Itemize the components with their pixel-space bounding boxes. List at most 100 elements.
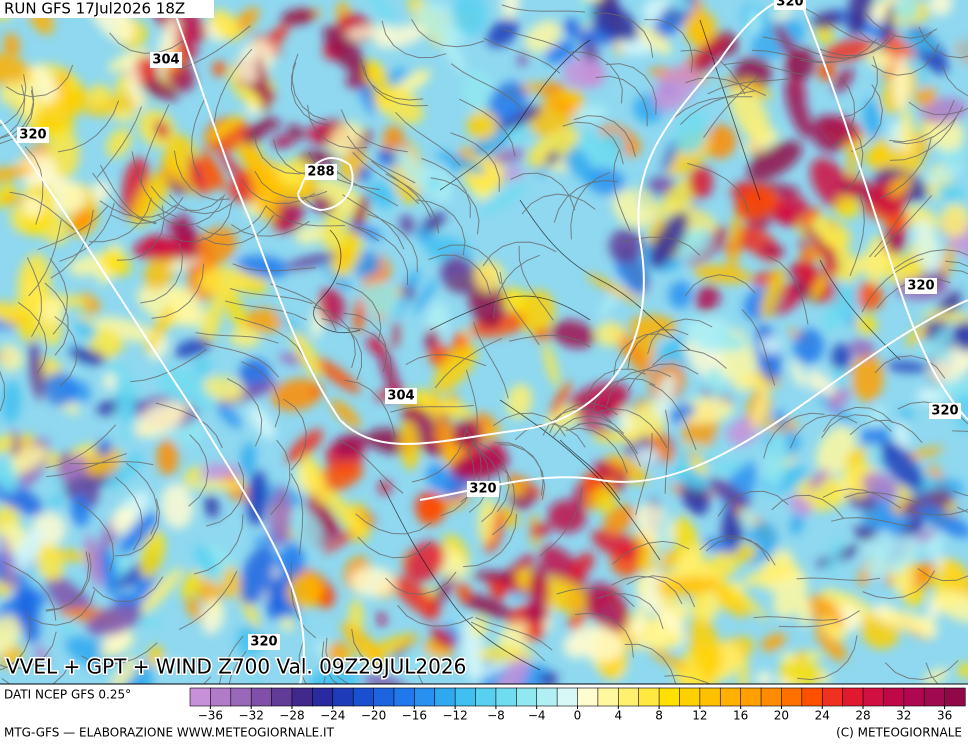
field-patch: [912, 166, 965, 187]
coastlines: [313, 19, 901, 671]
field-patch: [913, 221, 941, 275]
field-patch: [501, 0, 520, 21]
streamline: [918, 26, 968, 59]
streamline: [312, 306, 356, 369]
streamline: [178, 570, 238, 631]
field-patch: [61, 190, 75, 213]
field-patch: [440, 166, 451, 203]
field-patch: [252, 159, 283, 222]
field-patch: [430, 626, 456, 649]
field-patch: [761, 268, 784, 319]
field-patch: [811, 10, 843, 29]
field-patch: [134, 401, 186, 439]
streamline: [521, 193, 596, 215]
field-patch: [245, 308, 285, 333]
streamline: [50, 209, 94, 279]
field-patch: [831, 343, 852, 371]
streamline: [803, 6, 879, 44]
streamline: [884, 659, 959, 681]
streamline: [194, 514, 244, 575]
field-patch: [760, 245, 785, 257]
field-patch: [869, 404, 886, 429]
streamline: [434, 337, 503, 389]
field-patch: [43, 372, 77, 407]
streamline: [44, 282, 69, 356]
field-patch: [674, 109, 709, 155]
colorbar-swatch: [495, 687, 517, 707]
field-patch: [684, 321, 726, 353]
field-patch: [704, 124, 737, 159]
field-patch: [497, 105, 542, 130]
field-patch: [899, 407, 913, 421]
field-patch: [865, 534, 921, 578]
field-patch: [369, 633, 418, 657]
field-patch: [774, 24, 799, 62]
field-patch: [363, 0, 400, 30]
streamline: [565, 427, 628, 473]
streamline: [595, 75, 648, 127]
streamline: [428, 254, 491, 296]
streamline: [173, 150, 230, 201]
field-patch: [935, 330, 951, 346]
streamline: [131, 151, 177, 218]
field-patch: [399, 419, 420, 470]
contour-label-box: [774, 0, 806, 10]
field-patch: [608, 228, 643, 264]
field-patch: [695, 285, 721, 312]
colorbar-tick-label: −12: [442, 709, 467, 723]
colorbar-tick-label: −20: [361, 709, 386, 723]
streamline: [0, 631, 57, 669]
field-patch: [866, 49, 895, 70]
streamline: [202, 214, 275, 246]
streamline: [741, 309, 776, 386]
streamline: [699, 535, 770, 562]
streamline: [110, 196, 184, 225]
field-patch: [707, 477, 752, 510]
streamline: [470, 621, 546, 662]
streamline: [649, 383, 697, 451]
colorbar-tick-label: 36: [937, 709, 952, 723]
streamline: [892, 249, 968, 270]
field-patch: [350, 566, 396, 598]
field-patch: [442, 624, 462, 646]
streamline: [925, 662, 939, 684]
field-patch: [760, 633, 787, 652]
field-patch: [106, 128, 132, 158]
streamline: [573, 115, 636, 158]
streamline: [473, 322, 509, 399]
field-patch: [204, 116, 251, 153]
field-patch: [545, 151, 559, 166]
colorbar-tick-label: −36: [198, 709, 223, 723]
field-patch: [595, 321, 625, 347]
field-patch: [784, 79, 812, 139]
streamline: [703, 75, 761, 138]
field-patch: [362, 675, 407, 684]
streamline: [89, 197, 152, 243]
field-patch: [6, 445, 48, 476]
streamline: [0, 84, 26, 139]
streamline: [611, 575, 683, 605]
streamline: [874, 355, 946, 379]
streamline: [357, 536, 431, 559]
colorbar-swatch: [556, 687, 579, 707]
streamline: [817, 35, 895, 56]
colorbar-swatch: [454, 687, 477, 707]
field-patch: [271, 135, 295, 149]
field-patch: [506, 383, 533, 419]
streamline: [494, 442, 544, 496]
streamline: [69, 461, 154, 466]
streamline: [945, 260, 968, 267]
streamline: [552, 415, 625, 438]
streamline: [837, 56, 878, 119]
colorbar-swatch: [740, 687, 762, 707]
field-patch: [433, 344, 477, 393]
colorbar-swatch: [679, 687, 701, 707]
streamline: [627, 329, 689, 370]
field-patch: [450, 449, 509, 481]
field-patch: [540, 672, 558, 684]
field-patch: [904, 57, 929, 88]
geopotential-contours: [0, 0, 968, 684]
field-patch: [367, 59, 392, 103]
field-patch: [333, 433, 368, 457]
